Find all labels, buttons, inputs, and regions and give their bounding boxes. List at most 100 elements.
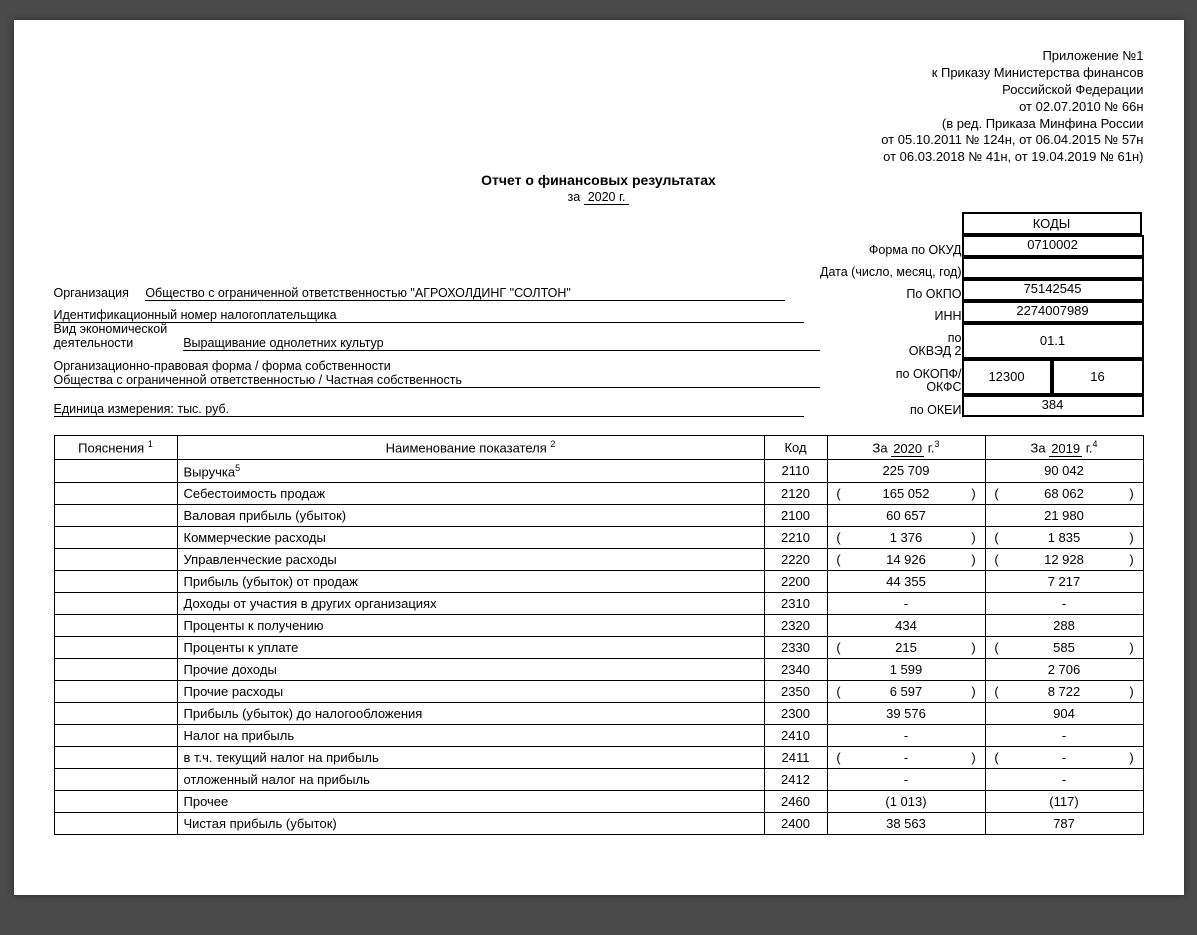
unit-label: Единица измерения: тыс. руб. — [54, 402, 804, 417]
okopf-label: ОКФС — [820, 381, 961, 395]
code-cell: 2100 — [764, 504, 827, 526]
report-period: за 2020 г. — [54, 190, 1144, 204]
period-value: 2020 г. — [584, 190, 630, 205]
org-value: Общество с ограниченной ответственностью… — [145, 286, 785, 301]
value-previous: 7 217 — [985, 570, 1143, 592]
indicator-name: Коммерческие расходы — [177, 526, 764, 548]
indicator-name: Проценты к уплате — [177, 636, 764, 658]
expl-cell — [54, 504, 177, 526]
table-row: Доходы от участия в других организациях2… — [54, 592, 1143, 614]
okved-top: по — [820, 332, 961, 346]
indicator-name: Себестоимость продаж — [177, 482, 764, 504]
col-indicator-name: Наименование показателя 2 — [177, 436, 764, 459]
okopf-code1: 12300 — [962, 359, 1052, 395]
value-previous: 787 — [985, 812, 1143, 834]
indicator-name: Валовая прибыль (убыток) — [177, 504, 764, 526]
table-row: отложенный налог на прибыль2412-- — [54, 768, 1143, 790]
hdr-line: от 02.07.2010 № 66н — [54, 99, 1144, 116]
okud-code: 0710002 — [962, 235, 1144, 257]
code-cell: 2411 — [764, 746, 827, 768]
value-current: 60 657 — [827, 504, 985, 526]
table-row: в т.ч. текущий налог на прибыль2411(-)(-… — [54, 746, 1143, 768]
code-cell: 2110 — [764, 459, 827, 482]
col-current-year: За 2020 г.3 — [827, 436, 985, 459]
code-cell: 2400 — [764, 812, 827, 834]
okved-label: ОКВЭД 2 — [820, 345, 961, 359]
indicator-name: Прочие доходы — [177, 658, 764, 680]
inn-line: Идентификационный номер налогоплательщик… — [54, 308, 804, 323]
expl-cell — [54, 592, 177, 614]
code-cell: 2340 — [764, 658, 827, 680]
value-previous: 21 980 — [985, 504, 1143, 526]
value-current: 1 599 — [827, 658, 985, 680]
code-cell: 2320 — [764, 614, 827, 636]
title-block: Отчет о финансовых результатах за 2020 г… — [54, 172, 1144, 204]
value-current: - — [827, 724, 985, 746]
expl-cell — [54, 790, 177, 812]
info-area: КОДЫ Форма по ОКУД 0710002 Дата (число, … — [54, 212, 1144, 417]
col-code: Код — [764, 436, 827, 459]
period-prefix: за — [568, 190, 581, 204]
table-row: Прочее2460(1 013)(117) — [54, 790, 1143, 812]
value-current: 39 576 — [827, 702, 985, 724]
activity-label: Вид экономической деятельности — [54, 323, 174, 351]
table-row: Прибыль (убыток) от продаж220044 3557 21… — [54, 570, 1143, 592]
value-previous: - — [985, 768, 1143, 790]
hdr-line: к Приказу Министерства финансов — [54, 65, 1144, 82]
expl-cell — [54, 482, 177, 504]
table-row: Проценты к уплате2330(215)(585) — [54, 636, 1143, 658]
col-previous-year: За 2019 г.4 — [985, 436, 1143, 459]
expl-cell — [54, 548, 177, 570]
code-cell: 2120 — [764, 482, 827, 504]
attachment-header: Приложение №1 к Приказу Министерства фин… — [54, 48, 1144, 166]
form-value: Общества с ограниченной ответственностью… — [54, 373, 821, 388]
value-current: (215) — [827, 636, 985, 658]
activity-value: Выращивание однолетних культур — [183, 336, 820, 351]
value-previous: (117) — [985, 790, 1143, 812]
value-current: (6 597) — [827, 680, 985, 702]
value-current: (1 376) — [827, 526, 985, 548]
expl-cell — [54, 768, 177, 790]
form-label: Организационно-правовая форма / форма со… — [54, 359, 821, 373]
value-previous: (12 928) — [985, 548, 1143, 570]
value-current: 44 355 — [827, 570, 985, 592]
code-cell: 2210 — [764, 526, 827, 548]
indicator-name: Доходы от участия в других организациях — [177, 592, 764, 614]
hdr-line: Российской Федерации — [54, 82, 1144, 99]
indicator-name: Прибыль (убыток) от продаж — [177, 570, 764, 592]
okved-code: 01.1 — [962, 323, 1144, 359]
table-row: Выручка52110225 70990 042 — [54, 459, 1143, 482]
table-row: Коммерческие расходы2210(1 376)(1 835) — [54, 526, 1143, 548]
okpo-code: 75142545 — [962, 279, 1144, 301]
table-row: Прибыль (убыток) до налогообложения23003… — [54, 702, 1143, 724]
table-row: Чистая прибыль (убыток)240038 563787 — [54, 812, 1143, 834]
value-current: 434 — [827, 614, 985, 636]
expl-cell — [54, 459, 177, 482]
okopf-code2: 16 — [1052, 359, 1144, 395]
value-previous: 288 — [985, 614, 1143, 636]
code-cell: 2410 — [764, 724, 827, 746]
indicator-name: Прочее — [177, 790, 764, 812]
value-previous: (585) — [985, 636, 1143, 658]
value-current: (165 052) — [827, 482, 985, 504]
value-current: - — [827, 592, 985, 614]
value-current: (1 013) — [827, 790, 985, 812]
value-previous: (68 062) — [985, 482, 1143, 504]
table-row: Прочие расходы2350(6 597)(8 722) — [54, 680, 1143, 702]
indicator-name: Прочие расходы — [177, 680, 764, 702]
expl-cell — [54, 812, 177, 834]
hdr-line: от 05.10.2011 № 124н, от 06.04.2015 № 57… — [54, 132, 1144, 149]
report-title: Отчет о финансовых результатах — [54, 172, 1144, 188]
table-row: Себестоимость продаж2120(165 052)(68 062… — [54, 482, 1143, 504]
expl-cell — [54, 746, 177, 768]
indicator-name: Проценты к получению — [177, 614, 764, 636]
expl-cell — [54, 636, 177, 658]
org-label: Организация — [54, 286, 135, 300]
code-cell: 2220 — [764, 548, 827, 570]
expl-cell — [54, 724, 177, 746]
table-row: Валовая прибыль (убыток)210060 65721 980 — [54, 504, 1143, 526]
expl-cell — [54, 680, 177, 702]
value-previous: 2 706 — [985, 658, 1143, 680]
code-cell: 2300 — [764, 702, 827, 724]
date-label: Дата (число, месяц, год) — [820, 257, 961, 279]
